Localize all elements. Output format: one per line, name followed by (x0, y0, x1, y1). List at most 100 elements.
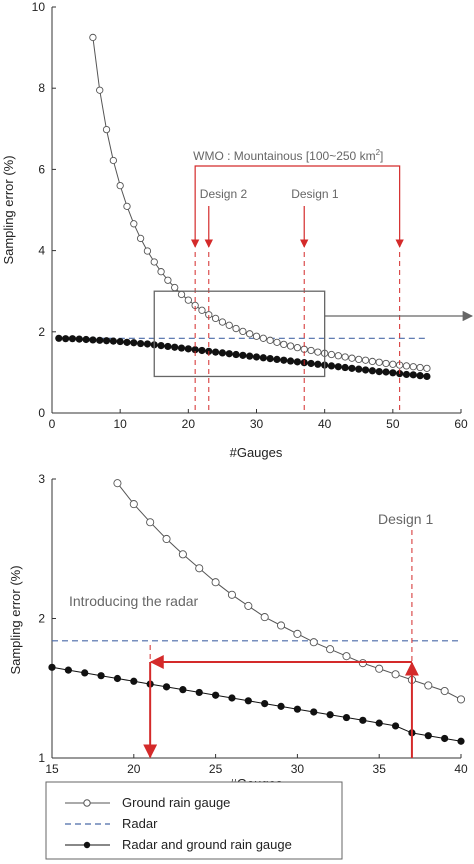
top-y-tick-label: 10 (32, 0, 46, 14)
bottom-ground-point (440, 686, 449, 696)
bottom-combined-point (326, 711, 334, 719)
top-combined-point (341, 363, 349, 372)
top-ground-point (259, 334, 267, 342)
top-tick-labels: 0 10 20 30 40 50 60 0 2 4 6 8 10 (32, 0, 468, 431)
bottom-x-tick-label: 40 (454, 762, 468, 776)
top-y-tick-label: 2 (38, 325, 45, 339)
top-x-axis-label: #Gauges (230, 445, 283, 460)
top-y-axis-label: Sampling error (%) (1, 155, 16, 264)
bottom-combined-point (130, 677, 138, 685)
top-combined-point (402, 370, 411, 379)
bottom-x-tick-label: 15 (45, 762, 59, 776)
top-combined-point (212, 348, 220, 356)
top-ground-point (314, 348, 322, 356)
bottom-ground-line (117, 482, 462, 700)
bottom-y-tick-label: 3 (38, 472, 45, 486)
bottom-x-tick-label: 25 (209, 762, 223, 776)
top-combined-point (102, 337, 111, 345)
top-x-tick-label: 40 (318, 417, 332, 431)
top-combined-point (368, 367, 376, 375)
top-combined-point (164, 342, 172, 351)
bottom-ground-point (358, 659, 367, 668)
top-combined-point (123, 338, 131, 346)
top-x-tick-label: 20 (182, 417, 196, 431)
top-x-tick-label: 50 (386, 417, 400, 431)
top-combined-point (280, 356, 288, 364)
bottom-combined-point (261, 699, 269, 708)
top-combined-point (55, 334, 63, 342)
top-ground-point (280, 340, 288, 349)
bottom-combined-point (48, 663, 56, 671)
wmo-annotation-label: WMO : Mountainous [100~250 km2] (193, 148, 383, 163)
top-ground-point (143, 247, 152, 255)
top-ground-point (409, 363, 417, 371)
top-ground-point (402, 362, 411, 370)
top-combined-point (89, 336, 97, 344)
top-combined-point (348, 364, 356, 372)
top-combined-point (116, 337, 124, 346)
top-y-tick-label: 0 (38, 406, 45, 420)
bottom-combined-point (97, 672, 105, 680)
bottom-combined-point (457, 737, 465, 745)
top-ground-point (348, 354, 356, 362)
top-ground-point (171, 283, 179, 292)
top-ground-point (116, 181, 124, 190)
top-combined-point (171, 343, 179, 351)
top-ground-point (239, 327, 247, 336)
top-ground-point (177, 290, 186, 299)
bottom-combined-point (310, 708, 318, 716)
top-combined-point (184, 345, 192, 353)
top-combined-point (177, 344, 186, 352)
top-chart-panel: 0 10 20 30 40 50 60 0 2 4 6 8 10 #Gauges Sampling er… (1, 0, 474, 460)
bottom-x-tick-label: 20 (127, 762, 141, 776)
top-combined-point (137, 339, 145, 348)
bottom-ground-point (129, 500, 138, 509)
top-combined-point (130, 339, 138, 347)
top-ground-point (198, 306, 206, 314)
bottom-combined-point (424, 732, 432, 740)
top-axes (51, 6, 462, 414)
top-combined-point (252, 353, 261, 361)
legend-combined-marker (83, 841, 91, 849)
bottom-series-layer (48, 479, 466, 759)
bottom-combined-point (375, 719, 383, 727)
wmo-bracket (190, 165, 404, 248)
design-1-label-top: Design 1 (291, 187, 339, 201)
top-ground-point (232, 324, 240, 333)
top-y-tick-label: 6 (38, 162, 45, 176)
bottom-ground-point (326, 645, 335, 654)
top-ground-point (164, 276, 172, 284)
top-combined-point (334, 363, 342, 371)
zoom-box (153, 290, 326, 378)
top-combined-point (307, 359, 315, 368)
top-ground-point (211, 314, 220, 323)
top-combined-point (327, 362, 336, 370)
bottom-combined-point (293, 705, 301, 713)
top-ground-point (136, 234, 145, 243)
bottom-combined-point (179, 686, 187, 694)
bottom-combined-point (64, 666, 72, 674)
top-ground-point (389, 360, 397, 368)
top-ground-point (375, 358, 383, 366)
top-ground-point (273, 338, 281, 347)
bottom-ground-point (276, 621, 286, 630)
top-series-layer (55, 33, 474, 413)
top-y-tick-label: 8 (38, 81, 45, 95)
top-ground-point (157, 268, 165, 276)
top-ground-point (334, 352, 342, 360)
bottom-combined-point (277, 702, 285, 710)
top-ground-point (355, 355, 363, 364)
top-combined-point (75, 335, 83, 343)
top-ground-point (246, 330, 254, 338)
top-ground-point (286, 342, 295, 350)
bottom-x-tick-label: 30 (291, 762, 305, 776)
top-ground-point (307, 346, 315, 355)
bottom-combined-point (441, 734, 449, 743)
bottom-combined-point (342, 713, 351, 722)
top-ground-point (368, 357, 377, 366)
bottom-ground-point (456, 695, 466, 704)
bottom-ground-point (375, 664, 384, 673)
top-combined-point (96, 336, 104, 344)
